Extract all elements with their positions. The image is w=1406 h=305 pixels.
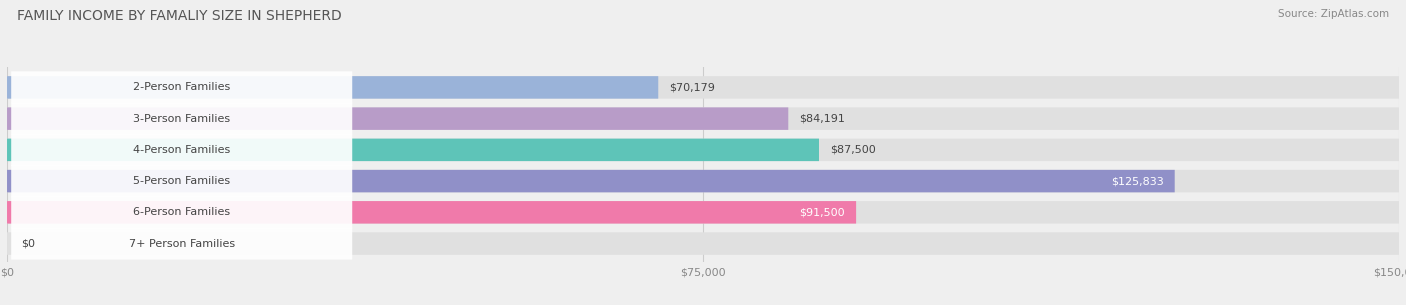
FancyBboxPatch shape — [7, 201, 856, 224]
FancyBboxPatch shape — [11, 165, 353, 197]
Text: FAMILY INCOME BY FAMALIY SIZE IN SHEPHERD: FAMILY INCOME BY FAMALIY SIZE IN SHEPHER… — [17, 9, 342, 23]
Text: 4-Person Families: 4-Person Families — [134, 145, 231, 155]
FancyBboxPatch shape — [7, 107, 1399, 130]
FancyBboxPatch shape — [7, 201, 1399, 224]
FancyBboxPatch shape — [11, 102, 353, 135]
FancyBboxPatch shape — [7, 76, 658, 99]
FancyBboxPatch shape — [7, 170, 1174, 192]
Text: 7+ Person Families: 7+ Person Families — [129, 239, 235, 249]
FancyBboxPatch shape — [7, 138, 1399, 161]
FancyBboxPatch shape — [7, 232, 1399, 255]
FancyBboxPatch shape — [7, 107, 789, 130]
FancyBboxPatch shape — [7, 170, 1399, 192]
Text: $84,191: $84,191 — [800, 114, 845, 124]
FancyBboxPatch shape — [7, 76, 1399, 99]
FancyBboxPatch shape — [11, 228, 353, 260]
Text: 6-Person Families: 6-Person Families — [134, 207, 231, 217]
FancyBboxPatch shape — [11, 134, 353, 166]
FancyBboxPatch shape — [7, 138, 818, 161]
Text: $91,500: $91,500 — [800, 207, 845, 217]
FancyBboxPatch shape — [11, 196, 353, 228]
Text: $70,179: $70,179 — [669, 82, 716, 92]
Text: $87,500: $87,500 — [830, 145, 876, 155]
Text: $125,833: $125,833 — [1111, 176, 1164, 186]
FancyBboxPatch shape — [11, 71, 353, 103]
Text: $0: $0 — [21, 239, 35, 249]
Text: 3-Person Families: 3-Person Families — [134, 114, 231, 124]
Text: 5-Person Families: 5-Person Families — [134, 176, 231, 186]
Text: Source: ZipAtlas.com: Source: ZipAtlas.com — [1278, 9, 1389, 19]
Text: 2-Person Families: 2-Person Families — [134, 82, 231, 92]
